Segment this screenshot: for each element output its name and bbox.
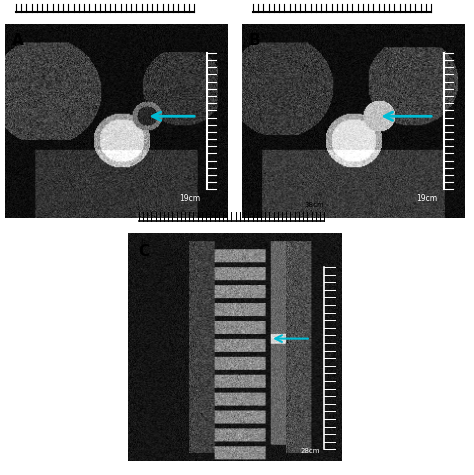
Text: 38cm: 38cm <box>305 202 324 208</box>
Text: 19cm: 19cm <box>417 194 438 203</box>
Text: 19cm: 19cm <box>180 194 201 203</box>
Text: C: C <box>138 244 150 259</box>
Text: 28cm: 28cm <box>301 448 320 454</box>
Text: B: B <box>248 33 260 48</box>
Text: A: A <box>11 33 23 48</box>
